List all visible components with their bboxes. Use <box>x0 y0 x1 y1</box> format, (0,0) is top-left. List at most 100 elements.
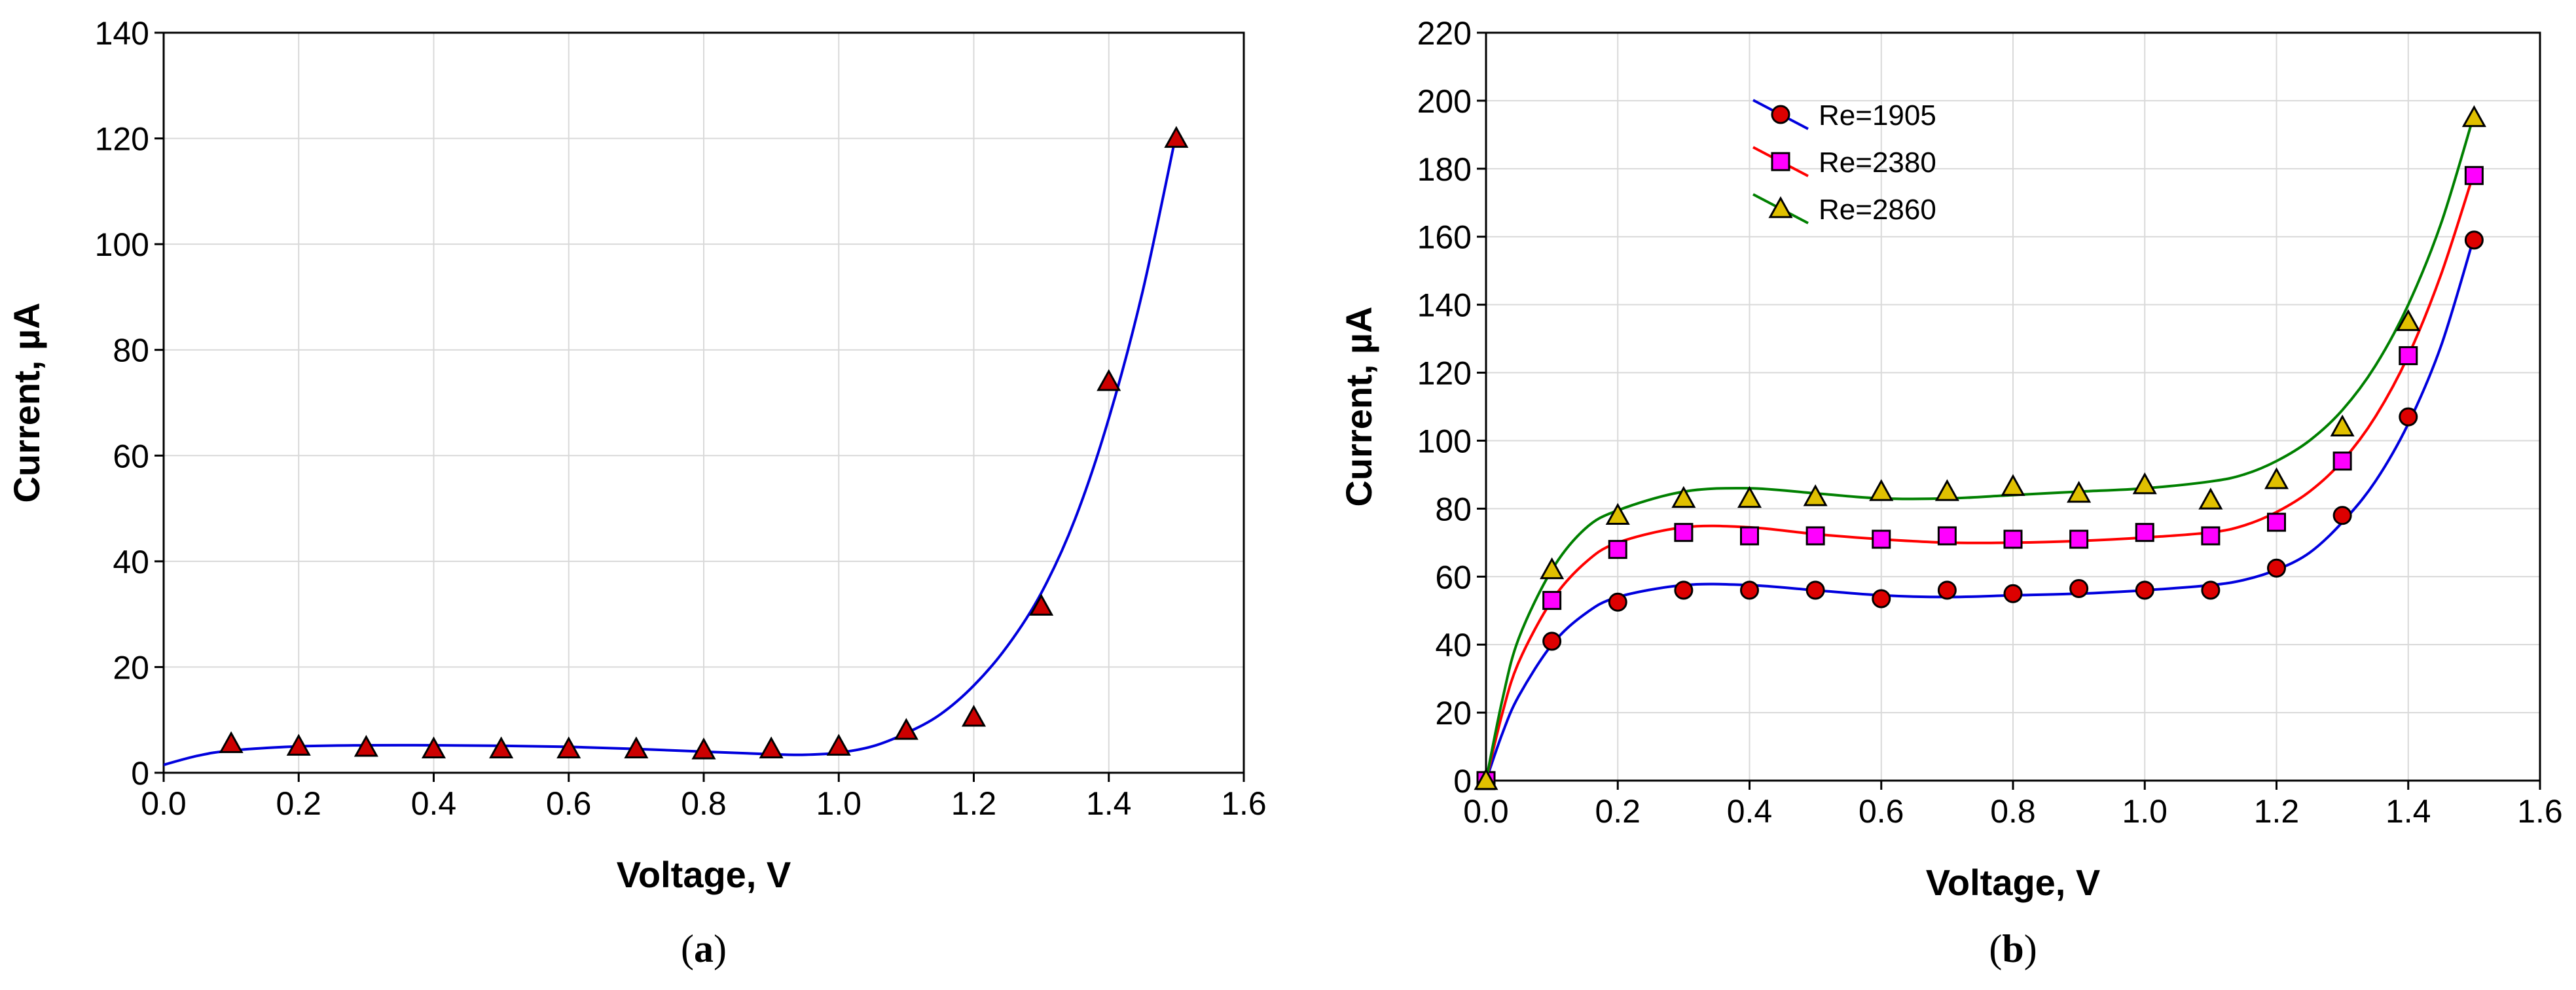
panel-a-data-point <box>961 705 987 727</box>
panel-b-data-point <box>2464 230 2484 250</box>
panel-b-data-point <box>1542 591 1562 610</box>
panel-b-x-tick-label: 0.8 <box>1990 793 2036 830</box>
panel-b-data-point <box>2267 558 2286 578</box>
panel-b-data-point <box>2332 451 2352 471</box>
panel-b-fit-line-2 <box>1486 171 2476 781</box>
panel-b-data-point <box>1605 503 1630 525</box>
panel-b-y-tick-label: 160 <box>1417 219 1472 256</box>
panel-a-y-tick-label: 60 <box>113 438 149 474</box>
panel-b-data-point <box>2132 472 2157 495</box>
panel-b-data-point <box>2069 578 2089 598</box>
panel-b-data-point <box>1937 526 1957 546</box>
panel-b-x-tick-label: 0.2 <box>1595 793 1641 830</box>
panel-a-y-tick-label: 120 <box>95 121 149 158</box>
panel-b-series-2 <box>1476 166 2484 790</box>
panel-a-x-tick-label: 0.6 <box>546 785 592 822</box>
legend-label-3: Re=2860 <box>1819 194 1936 226</box>
panel-b-data-point <box>2330 414 2355 436</box>
panel-a-x-tick-label: 0.8 <box>681 785 727 822</box>
panel-b-chart: 0.0 0.2 0.4 0.6 0.8 1.0 1.2 1.4 1.6 0 20 40 60 80 100 1… <box>1338 15 2563 970</box>
panel-b-y-tick-label: 0 <box>1453 763 1472 800</box>
legend-label-1: Re=1905 <box>1819 99 1936 132</box>
panel-b-x-tick-label: 0.6 <box>1859 793 1904 830</box>
panel-b-data-point <box>2461 105 2486 128</box>
legend-marker-1 <box>1771 105 1790 124</box>
panel-a-data-point <box>286 734 311 756</box>
panel-b-data-point <box>1737 486 1762 508</box>
panel-b-x-tick-label: 1.4 <box>2386 793 2431 830</box>
panel-b-data-point <box>1542 631 1562 651</box>
panel-b-data-point <box>1934 479 1959 501</box>
panel-b-series-3 <box>1474 105 2486 790</box>
panel-b-data-point <box>2464 166 2484 185</box>
panel-b-caption: (b) <box>1989 927 2037 970</box>
panel-a-data-point <box>219 731 244 753</box>
panel-b-data-point <box>2399 407 2418 427</box>
panel-b-y-tick-label: 180 <box>1417 151 1472 188</box>
panel-b-data-point <box>1937 580 1957 600</box>
panel-b-y-tick-label: 100 <box>1417 423 1472 459</box>
panel-b-legend: Re=1905 Re=2380 Re=2860 <box>1752 99 1936 226</box>
legend-marker-2 <box>1771 152 1790 171</box>
panel-a-data-point <box>624 736 649 758</box>
panel-a-y-ticks: 0 20 40 60 80 100 120 140 <box>95 15 164 792</box>
panel-a-caption: (a) <box>681 927 727 970</box>
panel-b-data-point <box>2267 512 2286 532</box>
panel-a-y-axis-title: Current, µA <box>6 302 47 503</box>
panel-b-data-point <box>1740 526 1759 546</box>
panel-a-chart: 0.0 0.2 0.4 0.6 0.8 1.0 1.2 1.4 1.6 0 20 40 60 80 100 1… <box>6 15 1267 970</box>
panel-b-data-point <box>1608 540 1627 559</box>
panel-b-data-point <box>2135 580 2154 600</box>
panel-b-data-point <box>1674 523 1694 542</box>
panel-b-y-tick-label: 80 <box>1435 491 1472 527</box>
panel-a-data-point <box>1097 369 1121 391</box>
panel-b-data-point <box>1674 580 1694 600</box>
panel-b-y-ticks: 0 20 40 60 80 100 120 140 160 180 200 220 <box>1417 15 1486 800</box>
panel-b-fit-line-3 <box>1486 114 2476 781</box>
panel-a-x-tick-label: 0.2 <box>276 785 321 822</box>
panel-b-x-tick-label: 0.4 <box>1727 793 1773 830</box>
panel-b-caption-letter: b <box>2002 927 2023 970</box>
panel-b-y-tick-label: 200 <box>1417 83 1472 120</box>
panel-a-y-tick-label: 80 <box>113 332 149 369</box>
panel-b-data-point <box>1540 557 1565 580</box>
legend-marker-3 <box>1768 196 1793 219</box>
panel-a-data-point <box>691 737 716 760</box>
panel-b-data-point <box>1872 589 1891 609</box>
panel-a-data-point <box>354 735 378 757</box>
panel-b-data-point <box>1740 580 1759 600</box>
panel-b-data-point <box>2264 467 2289 489</box>
panel-a-data-point <box>421 736 446 758</box>
panel-a-x-ticks: 0.0 0.2 0.4 0.6 0.8 1.0 1.2 1.4 1.6 <box>141 773 1267 822</box>
panel-b-y-tick-label: 40 <box>1435 627 1472 663</box>
panel-b-y-tick-label: 60 <box>1435 559 1472 595</box>
panel-b-data-point <box>1805 580 1825 600</box>
panel-a-x-tick-label: 1.2 <box>951 785 997 822</box>
panel-b-x-tick-label: 0.0 <box>1463 793 1509 830</box>
panel-a-x-tick-label: 1.0 <box>816 785 862 822</box>
panel-a-y-tick-label: 40 <box>113 544 149 580</box>
panel-b-data-point <box>1671 486 1696 508</box>
panel-b-y-tick-label: 20 <box>1435 695 1472 732</box>
panel-b-data-point <box>2135 523 2154 542</box>
panel-b-data-point <box>2003 529 2023 549</box>
panel-b-series-1 <box>1476 230 2484 790</box>
panel-a-data-point <box>489 736 514 758</box>
panel-a-gridlines <box>163 32 1244 773</box>
panel-b-x-tick-label: 1.2 <box>2254 793 2300 830</box>
panel-a-x-tick-label: 0.0 <box>141 785 187 822</box>
panel-b-data-point <box>2067 480 2092 503</box>
legend-label-2: Re=2380 <box>1819 147 1936 179</box>
panel-b-x-ticks: 0.0 0.2 0.4 0.6 0.8 1.0 1.2 1.4 1.6 <box>1463 781 2563 830</box>
panel-a-x-tick-label: 0.4 <box>411 785 457 822</box>
panel-a-data-point <box>826 734 851 756</box>
panel-b-data-point <box>2399 346 2418 366</box>
panel-b-y-axis-title: Current, µA <box>1338 306 1379 506</box>
panel-b-data-point <box>1805 526 1825 546</box>
panel-a-series-1 <box>164 126 1189 766</box>
panel-a-x-axis-title: Voltage, V <box>617 854 791 895</box>
panel-b-data-point <box>2201 526 2221 546</box>
panel-b-data-point <box>2198 487 2223 510</box>
panel-b-data-point <box>2003 584 2023 603</box>
